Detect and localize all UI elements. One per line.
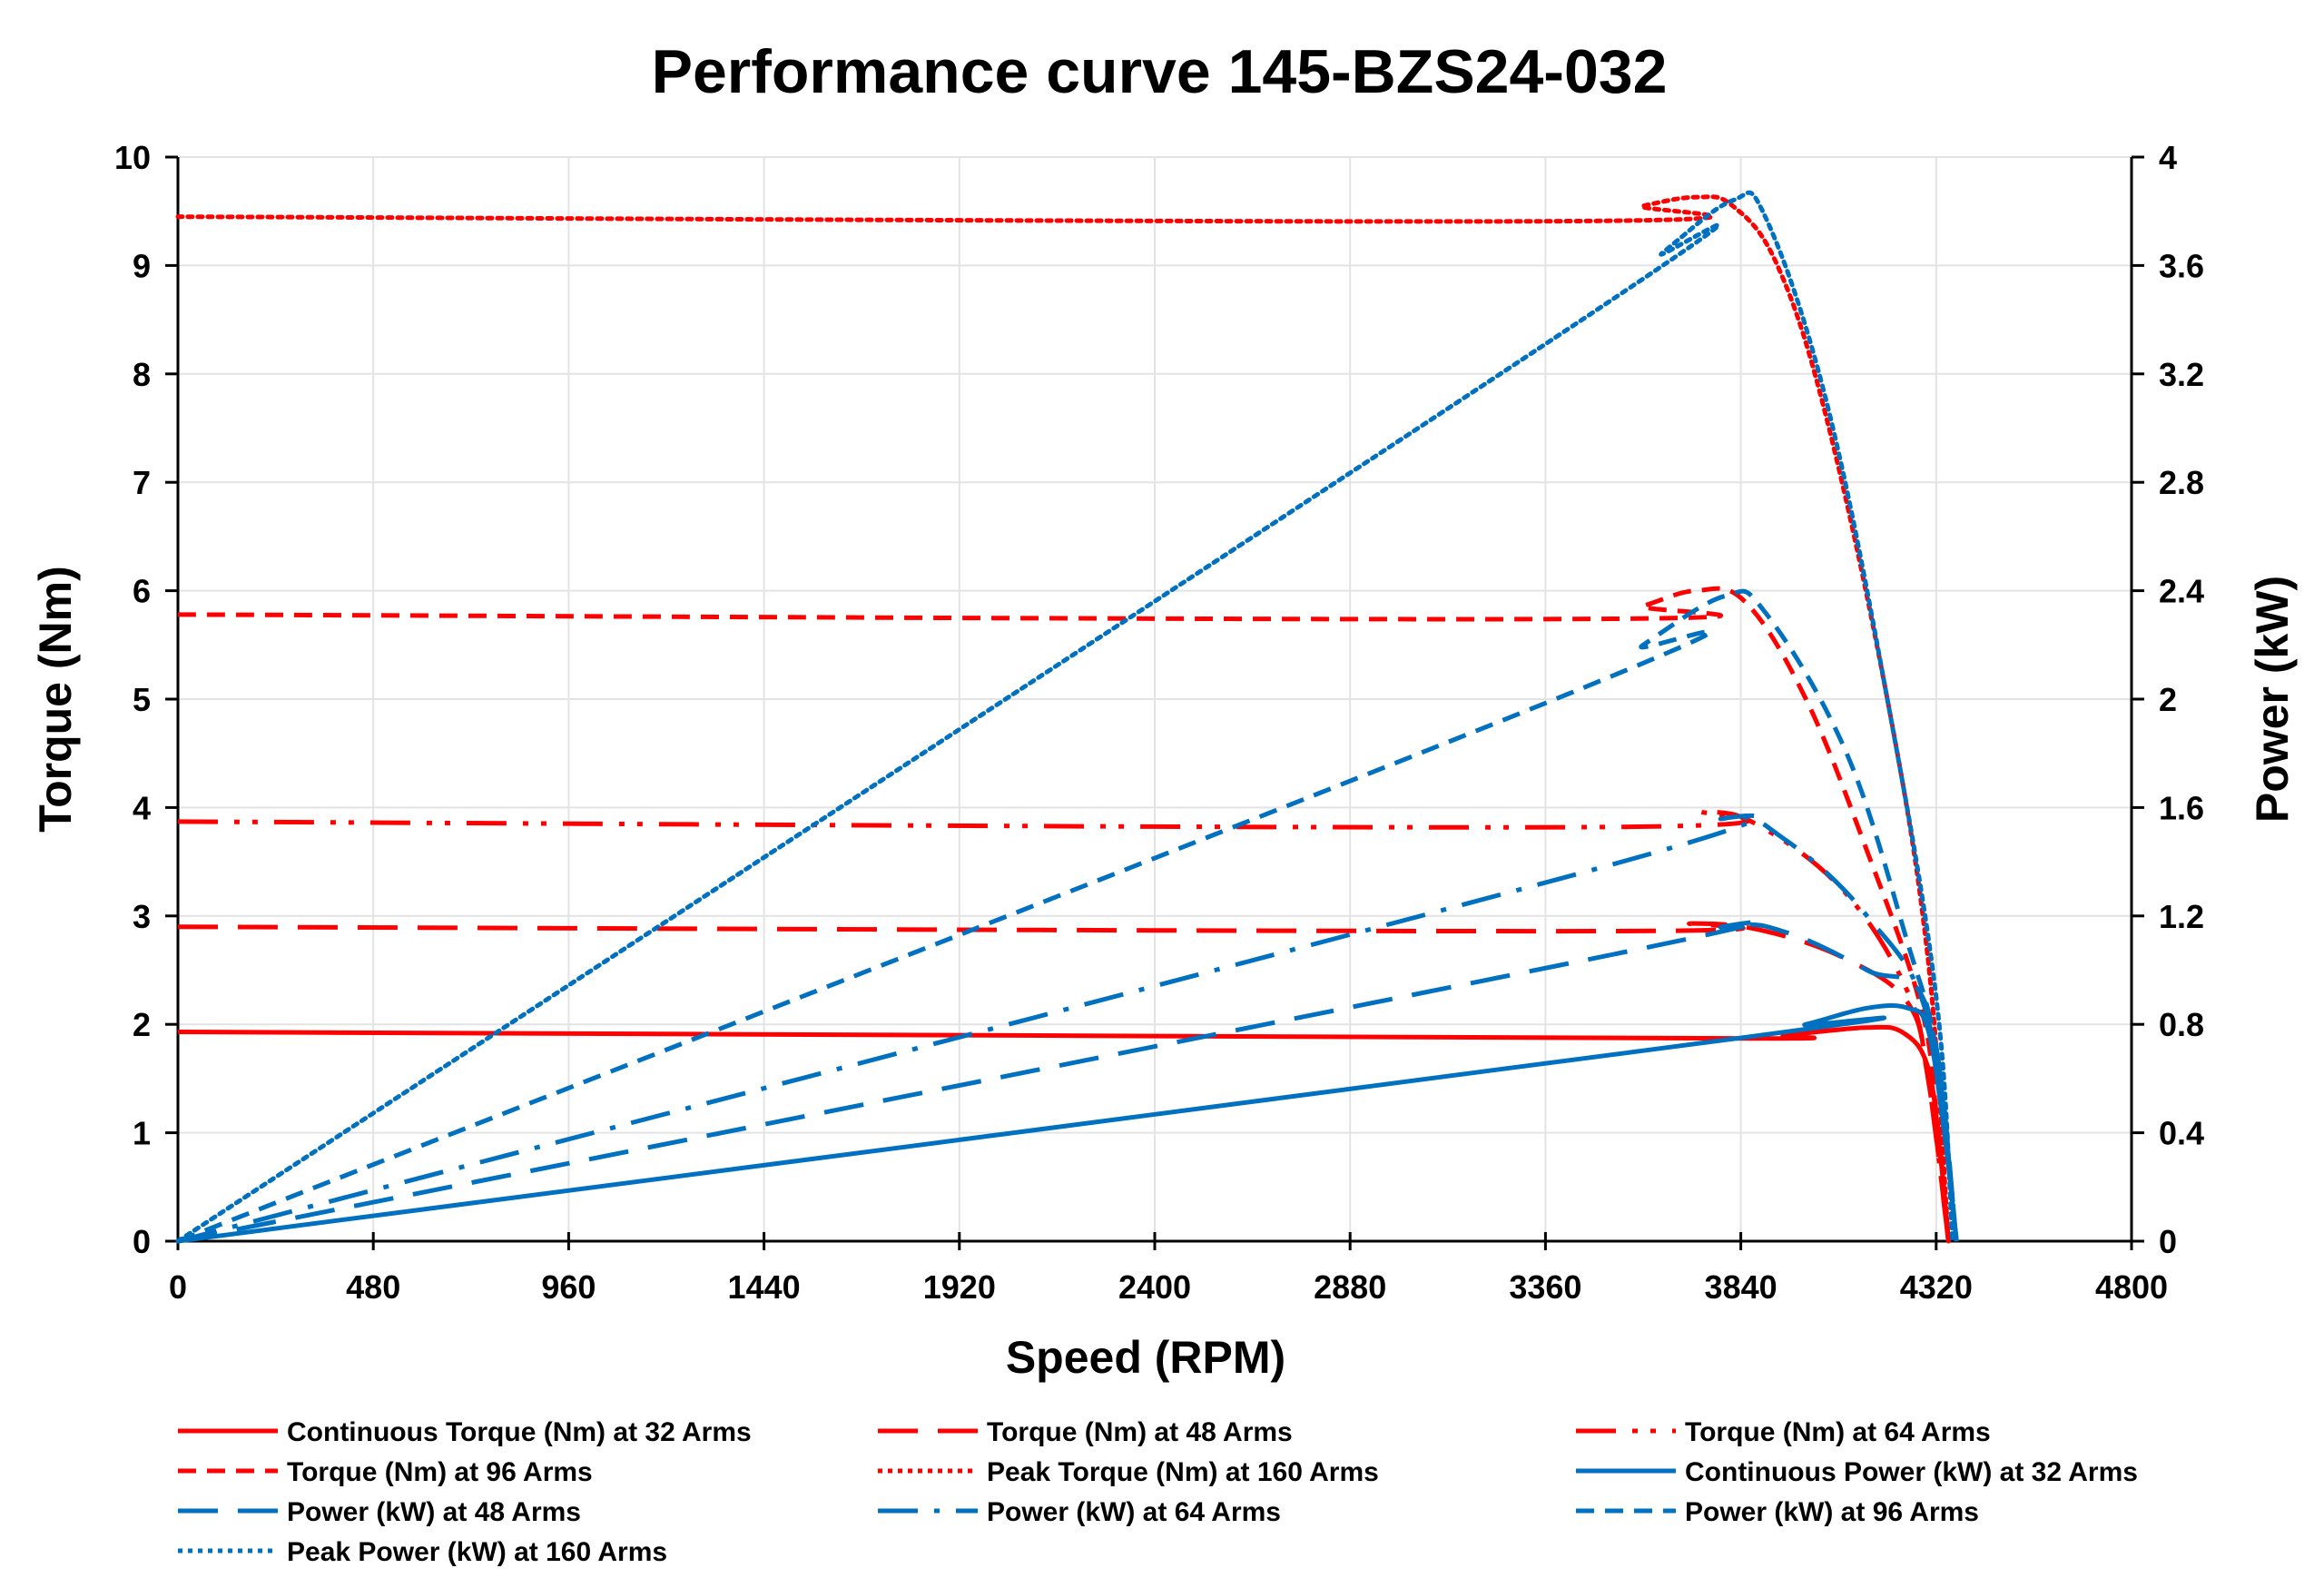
x-axis-title: Speed (RPM) — [1006, 1332, 1285, 1383]
y-tick-label: 2 — [133, 1006, 151, 1043]
legend-label: Torque (Nm) at 96 Arms — [287, 1457, 593, 1487]
legend-label: Peak Power (kW) at 160 Arms — [287, 1537, 667, 1567]
x-tick-label: 4320 — [1900, 1268, 1973, 1306]
series-line-5 — [175, 194, 1951, 1244]
series-lines — [175, 190, 1959, 1244]
y2-tick-label: 1.2 — [2159, 898, 2204, 935]
y2-axis-title: Power (kW) — [2247, 576, 2298, 823]
y-tick-label: 4 — [133, 789, 151, 826]
x-tick-label: 1440 — [728, 1268, 801, 1306]
legend-label: Torque (Nm) at 48 Arms — [987, 1417, 1293, 1447]
chart-title: Performance curve 145-BZS24-032 — [652, 37, 1668, 106]
x-tick-label: 4800 — [2095, 1268, 2168, 1306]
y-tick-label: 9 — [133, 247, 151, 284]
series-line-6 — [177, 1002, 1959, 1244]
y-tick-label: 0 — [133, 1223, 151, 1260]
y-tick-label: 5 — [133, 681, 151, 718]
legend-label: Power (kW) at 96 Arms — [1685, 1497, 1979, 1527]
x-tick-label: 2400 — [1118, 1268, 1191, 1306]
series-line-8 — [177, 813, 1959, 1244]
y2-tick-label: 2 — [2159, 681, 2177, 718]
legend-label: Peak Torque (Nm) at 160 Arms — [987, 1457, 1379, 1487]
legend-label: Power (kW) at 64 Arms — [987, 1497, 1281, 1527]
y2-tick-label: 0 — [2159, 1223, 2177, 1260]
y2-tick-label: 0.8 — [2159, 1006, 2204, 1043]
x-tick-label: 960 — [541, 1268, 596, 1306]
x-tick-label: 0 — [169, 1268, 187, 1306]
axes: 0 480 960 1440 1920 2400 2880 3360 3840 4320 48000… — [114, 139, 2204, 1306]
x-tick-label: 2880 — [1314, 1268, 1386, 1306]
y-axis-title: Torque (Nm) — [30, 566, 81, 832]
y-tick-label: 7 — [133, 464, 151, 501]
y2-tick-label: 3.2 — [2159, 356, 2204, 393]
legend-label: Continuous Torque (Nm) at 32 Arms — [287, 1417, 752, 1447]
y-tick-label: 8 — [133, 356, 151, 393]
series-line-7 — [177, 920, 1959, 1244]
legend: Continuous Torque (Nm) at 32 Arms Torque … — [178, 1417, 2138, 1567]
gridlines — [178, 156, 2132, 1241]
x-tick-label: 3360 — [1509, 1268, 1581, 1306]
x-tick-label: 1920 — [923, 1268, 996, 1306]
y-tick-label: 1 — [133, 1115, 151, 1152]
series-line-2 — [177, 921, 1951, 1242]
y-tick-label: 6 — [133, 573, 151, 610]
legend-label: Continuous Power (kW) at 32 Arms — [1685, 1457, 2138, 1487]
series-line-9 — [177, 588, 1959, 1244]
legend-label: Power (kW) at 48 Arms — [287, 1497, 581, 1527]
y2-tick-label: 0.4 — [2159, 1115, 2204, 1152]
x-tick-label: 480 — [346, 1268, 400, 1306]
y2-tick-label: 4 — [2159, 139, 2177, 176]
y-tick-label: 10 — [114, 139, 151, 176]
x-tick-label: 3840 — [1705, 1268, 1777, 1306]
y2-tick-label: 2.4 — [2159, 573, 2204, 610]
y2-tick-label: 2.8 — [2159, 464, 2204, 501]
y2-tick-label: 3.6 — [2159, 247, 2204, 284]
series-line-1 — [177, 1024, 1951, 1242]
series-line-4 — [177, 586, 1951, 1242]
y-tick-label: 3 — [133, 898, 151, 935]
y2-tick-label: 1.6 — [2159, 789, 2204, 826]
series-line-3 — [177, 809, 1951, 1242]
legend-label: Torque (Nm) at 64 Arms — [1685, 1417, 1991, 1447]
series-line-10 — [175, 190, 1955, 1244]
